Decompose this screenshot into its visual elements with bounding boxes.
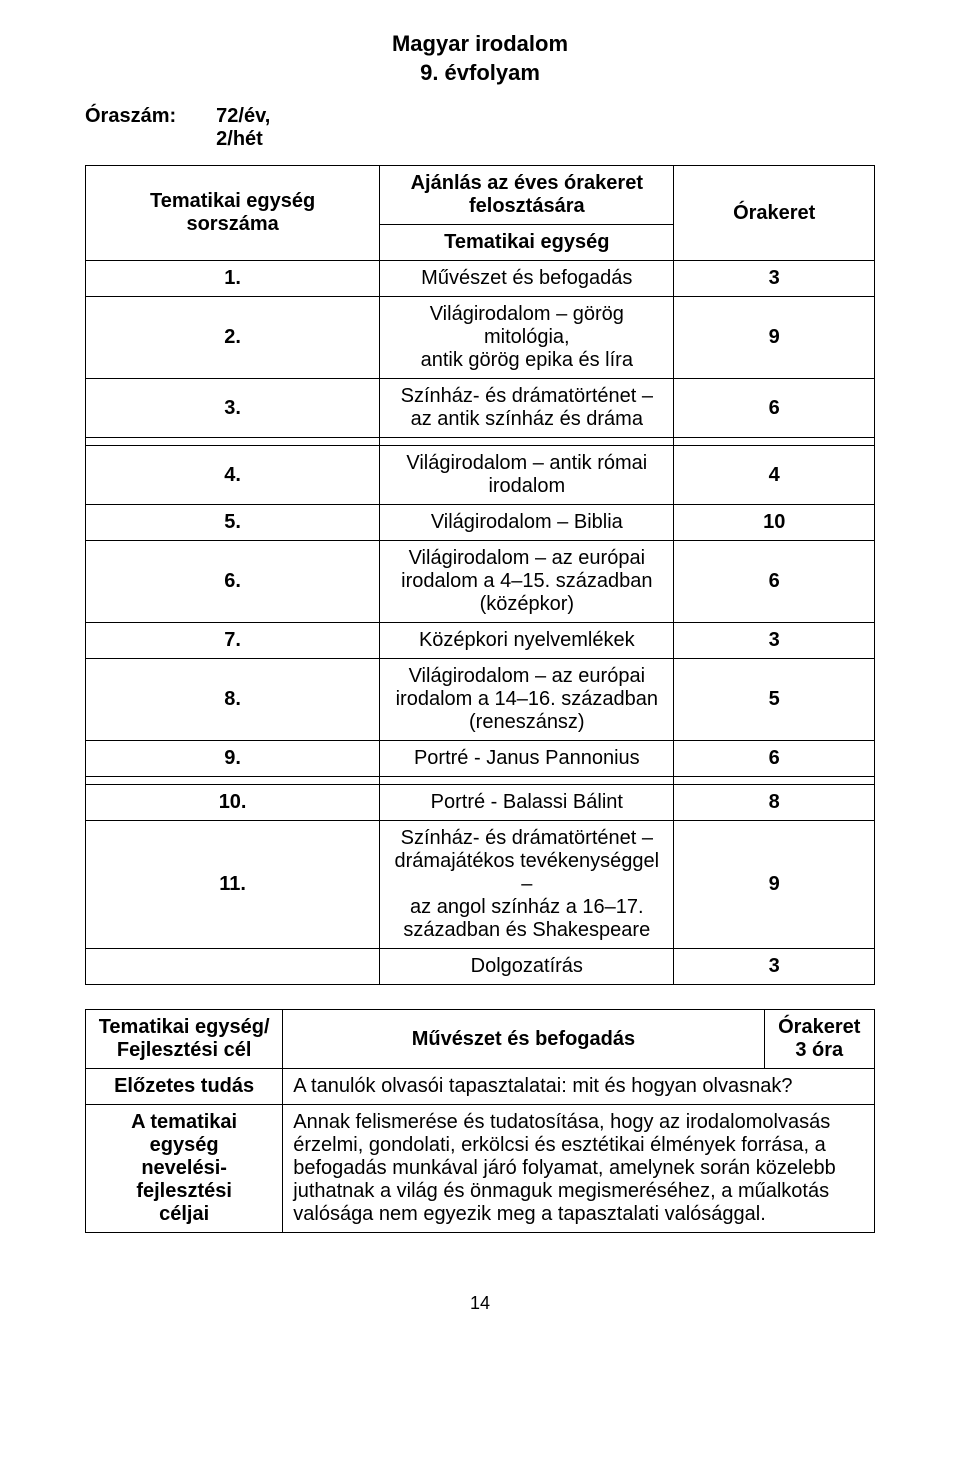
row-text: Világirodalom – az európai irodalom a 4–… [380, 541, 674, 623]
row-hours: 3 [674, 261, 875, 297]
row-num: 10. [86, 785, 380, 821]
row-num: 7. [86, 623, 380, 659]
row-text: Dolgozatírás [380, 949, 674, 985]
row-text: Középkori nyelvemlékek [380, 623, 674, 659]
row-hours: 3 [674, 949, 875, 985]
row-text: Színház- és drámatörténet – az antik szí… [380, 379, 674, 438]
row-text: Portré - Balassi Bálint [380, 785, 674, 821]
page-number: 14 [85, 1293, 875, 1314]
row-text: Világirodalom – antik római irodalom [380, 446, 674, 505]
unit-label-1: Tematikai egység/ Fejlesztési cél [86, 1010, 283, 1069]
col1-header: Tematikai egység sorszáma [86, 166, 380, 261]
row-num: 11. [86, 821, 380, 949]
row-num: 6. [86, 541, 380, 623]
row-text: Világirodalom – Biblia [380, 505, 674, 541]
allocation-table: Tematikai egység sorszáma Ajánlás az éve… [85, 165, 875, 985]
row-hours: 9 [674, 297, 875, 379]
row-hours: 6 [674, 541, 875, 623]
row-hours: 4 [674, 446, 875, 505]
prior-knowledge-text: A tanulók olvasói tapasztalatai: mit és … [283, 1069, 875, 1105]
hours-block: Óraszám: 72/év, 2/hét [85, 105, 875, 151]
unit-label-3: A tematikai egység nevelési-fejlesztési … [86, 1105, 283, 1233]
row-text: Világirodalom – görög mitológia, antik g… [380, 297, 674, 379]
row-text: Világirodalom – az európai irodalom a 14… [380, 659, 674, 741]
row-num: 2. [86, 297, 380, 379]
row-num [86, 949, 380, 985]
row-hours: 8 [674, 785, 875, 821]
ajanlas-heading: Ajánlás az éves órakeret felosztására [380, 166, 674, 225]
row-num: 9. [86, 741, 380, 777]
row-hours: 5 [674, 659, 875, 741]
document-title: Magyar irodalom 9. évfolyam [85, 30, 875, 87]
row-text: Portré - Janus Pannonius [380, 741, 674, 777]
row-text: Színház- és drámatörténet – drámajátékos… [380, 821, 674, 949]
unit-table: Tematikai egység/ Fejlesztési cél Művész… [85, 1009, 875, 1233]
row-num: 3. [86, 379, 380, 438]
row-num: 5. [86, 505, 380, 541]
title-line-1: Magyar irodalom [392, 31, 568, 56]
row-hours: 6 [674, 741, 875, 777]
row-text: Művészet és befogadás [380, 261, 674, 297]
goals-text: Annak felismerése és tudatosítása, hogy … [283, 1105, 875, 1233]
col3-header: Órakeret [674, 166, 875, 261]
page: Magyar irodalom 9. évfolyam Óraszám: 72/… [0, 0, 960, 1374]
hours-label: Óraszám: [85, 105, 176, 151]
unit-title: Művészet és befogadás [283, 1010, 764, 1069]
row-hours: 9 [674, 821, 875, 949]
hours-value: 72/év, 2/hét [216, 105, 270, 151]
row-num: 1. [86, 261, 380, 297]
row-hours: 10 [674, 505, 875, 541]
row-hours: 6 [674, 379, 875, 438]
col2-header: Tematikai egység [380, 225, 674, 261]
unit-label-2: Előzetes tudás [86, 1069, 283, 1105]
title-line-2: 9. évfolyam [420, 60, 540, 85]
unit-hours: Órakeret 3 óra [764, 1010, 874, 1069]
row-hours: 3 [674, 623, 875, 659]
row-num: 8. [86, 659, 380, 741]
row-num: 4. [86, 446, 380, 505]
